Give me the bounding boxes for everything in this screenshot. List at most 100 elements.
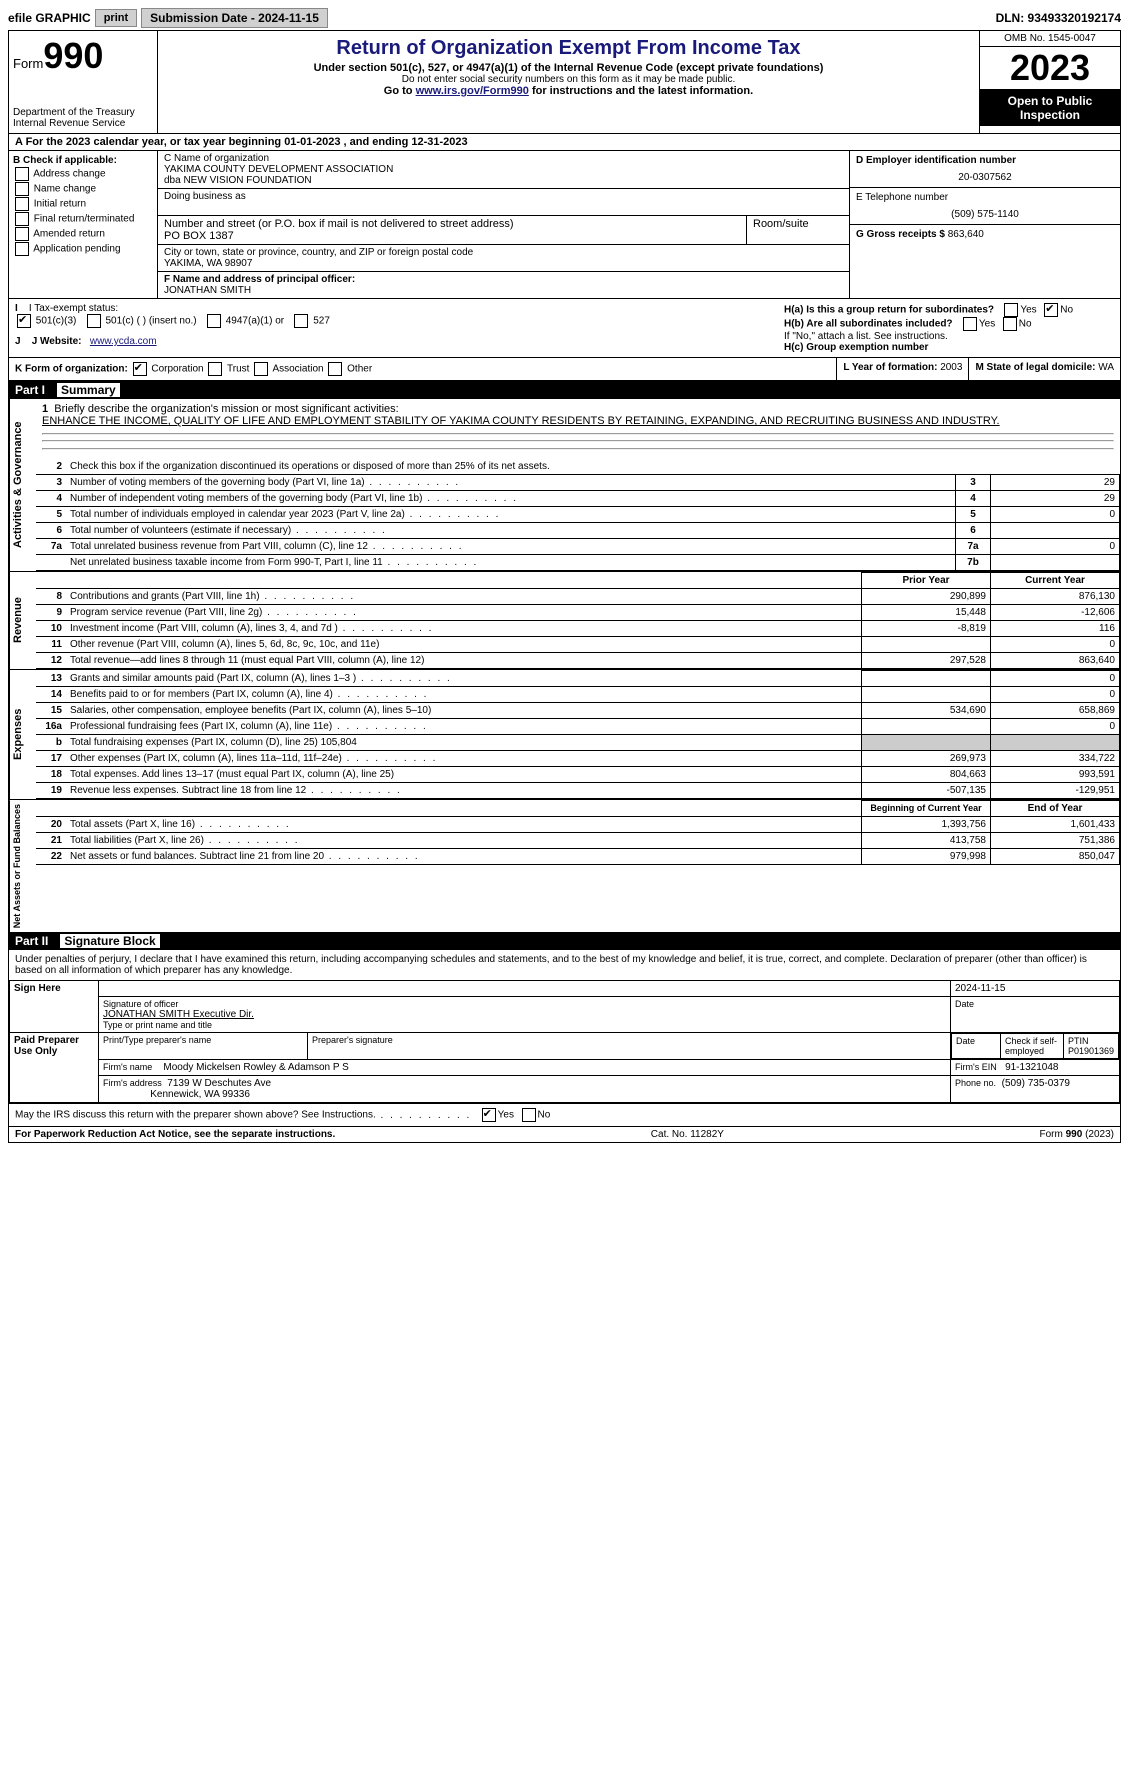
line6: Total number of volunteers (estimate if … (70, 525, 291, 536)
line9: Program service revenue (Part VIII, line… (70, 607, 262, 618)
part1-header: Part I Summary (9, 381, 1120, 399)
form-title: Return of Organization Exempt From Incom… (164, 37, 973, 60)
open-inspection: Open to Public Inspection (980, 90, 1120, 126)
row-a-taxyear: A For the 2023 calendar year, or tax yea… (9, 134, 1120, 151)
cb-trust[interactable] (208, 362, 222, 376)
cb-501c[interactable] (87, 314, 101, 328)
form-subtitle-1: Under section 501(c), 527, or 4947(a)(1)… (164, 62, 973, 74)
hc-label: H(c) Group exemption number (784, 342, 1114, 353)
firm-addr1: 7139 W Deschutes Ave (167, 1078, 271, 1089)
addr-val: PO BOX 1387 (164, 230, 740, 242)
l-label: L Year of formation: (843, 362, 937, 373)
sign-here-label: Sign Here (10, 981, 99, 1033)
firm-ein: 91-1321048 (1005, 1062, 1058, 1073)
prep-date-label: Date (952, 1034, 1001, 1059)
city-val: YAKIMA, WA 98907 (164, 258, 843, 269)
dln-label: DLN: 93493320192174 (996, 11, 1121, 25)
col-b-title: B Check if applicable: (13, 155, 153, 166)
org-name-label: C Name of organization (164, 153, 843, 164)
cb-app-pending[interactable] (15, 242, 29, 256)
submission-date: Submission Date - 2024-11-15 (141, 8, 328, 28)
row-klm: K Form of organization: Corporation Trus… (9, 358, 1120, 381)
cb-amended[interactable] (15, 227, 29, 241)
k-label: K Form of organization: (15, 364, 128, 375)
footer-mid: Cat. No. 11282Y (335, 1129, 1039, 1140)
website-link[interactable]: www.ycda.com (90, 336, 157, 347)
cb-501c3[interactable] (17, 314, 31, 328)
discuss-no[interactable] (522, 1108, 536, 1122)
discuss-text: May the IRS discuss this return with the… (15, 1110, 471, 1121)
type-name-label: Type or print name and title (103, 1020, 946, 1030)
ptin-label: PTIN (1068, 1036, 1114, 1046)
cb-address-change[interactable] (15, 167, 29, 181)
part1-title: Summary (57, 383, 120, 397)
line14: Benefits paid to or for members (Part IX… (70, 689, 333, 700)
hb-note: If "No," attach a list. See instructions… (784, 331, 1114, 342)
firm-phone-label: Phone no. (955, 1078, 996, 1088)
website-label: J Website: (32, 336, 82, 347)
line19: Revenue less expenses. Subtract line 18 … (70, 785, 306, 796)
part2-header: Part II Signature Block (9, 932, 1120, 950)
cb-assoc[interactable] (254, 362, 268, 376)
ptin-val: P01901369 (1068, 1046, 1114, 1056)
side-expenses: Expenses (9, 670, 36, 799)
tax-year: 2023 (980, 47, 1120, 90)
part2-num: Part II (15, 934, 48, 948)
ha-no[interactable] (1044, 303, 1058, 317)
form-word: Form (13, 56, 43, 71)
cb-other[interactable] (328, 362, 342, 376)
prep-name-label: Print/Type preparer's name (103, 1035, 303, 1045)
side-netassets: Net Assets or Fund Balances (9, 800, 36, 932)
line8: Contributions and grants (Part VIII, lin… (70, 591, 260, 602)
officer-name-sig: JONATHAN SMITH Executive Dir. (103, 1009, 946, 1020)
hb-yes[interactable] (963, 317, 977, 331)
row-h: I I Tax-exempt status: 501(c)(3) 501(c) … (9, 299, 1120, 358)
m-val: WA (1098, 362, 1114, 373)
line5: Total number of individuals employed in … (70, 509, 405, 520)
print-button[interactable]: print (95, 9, 137, 27)
hb-no[interactable] (1003, 317, 1017, 331)
ein-label: D Employer identification number (856, 155, 1114, 166)
discuss-row: May the IRS discuss this return with the… (9, 1103, 1120, 1126)
sig-date: 2024-11-15 (951, 981, 1120, 997)
cb-name-change[interactable] (15, 182, 29, 196)
ha-label: H(a) Is this a group return for subordin… (784, 305, 994, 316)
line13: Grants and similar amounts paid (Part IX… (70, 673, 356, 684)
officer-label: F Name and address of principal officer: (164, 274, 843, 285)
side-activities: Activities & Governance (9, 399, 36, 571)
goto-post: for instructions and the latest informat… (532, 85, 753, 97)
hdr-end: End of Year (991, 801, 1120, 817)
line12: Total revenue—add lines 8 through 11 (mu… (70, 655, 424, 666)
addr-label: Number and street (or P.O. box if mail i… (164, 218, 740, 230)
cb-527[interactable] (294, 314, 308, 328)
footer-left: For Paperwork Reduction Act Notice, see … (15, 1129, 335, 1140)
hdr-prior: Prior Year (862, 573, 991, 589)
line3: Number of voting members of the governin… (70, 477, 365, 488)
footer-row: For Paperwork Reduction Act Notice, see … (9, 1126, 1120, 1142)
line20: Total assets (Part X, line 16) (70, 819, 195, 830)
cb-initial-return[interactable] (15, 197, 29, 211)
line16a: Professional fundraising fees (Part IX, … (70, 721, 332, 732)
gross-label: G Gross receipts $ (856, 229, 945, 240)
irs-link[interactable]: www.irs.gov/Form990 (416, 85, 529, 97)
efile-label: efile GRAPHIC (8, 11, 91, 25)
part1-num: Part I (15, 383, 45, 397)
val3: 29 (991, 475, 1120, 491)
top-toolbar: efile GRAPHIC print Submission Date - 20… (8, 8, 1121, 28)
self-emp-label: Check if self-employed (1005, 1036, 1057, 1056)
signature-table: Sign Here 2024-11-15 Signature of office… (9, 980, 1120, 1103)
firm-name: Moody Mickelsen Rowley & Adamson P S (163, 1062, 348, 1073)
form-number: 990 (43, 35, 103, 76)
side-revenue: Revenue (9, 572, 36, 669)
line7a: Total unrelated business revenue from Pa… (70, 541, 368, 552)
cb-final-return[interactable] (15, 212, 29, 226)
ha-yes[interactable] (1004, 303, 1018, 317)
form-header: Form990 Department of the Treasury Inter… (9, 31, 1120, 134)
gross-val: 863,640 (948, 229, 984, 240)
cb-corp[interactable] (133, 362, 147, 376)
cb-4947[interactable] (207, 314, 221, 328)
discuss-yes[interactable] (482, 1108, 496, 1122)
line18: Total expenses. Add lines 13–17 (must eq… (70, 769, 394, 780)
val5: 0 (991, 507, 1120, 523)
mission-text: ENHANCE THE INCOME, QUALITY OF LIFE AND … (42, 415, 1000, 427)
